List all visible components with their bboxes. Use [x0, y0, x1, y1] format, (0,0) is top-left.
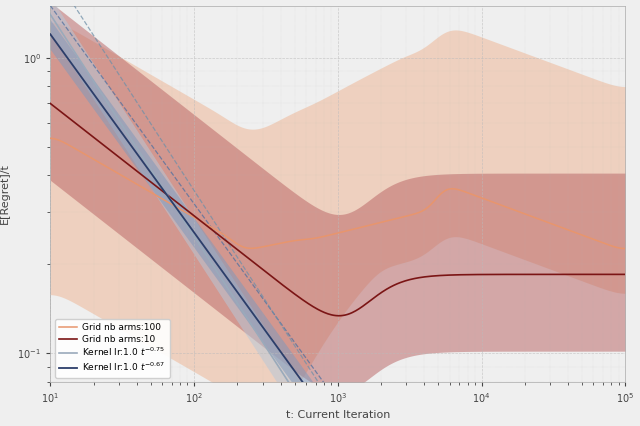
Grid nb arms:100 — [47, 136, 54, 141]
Grid nb arms:100 — [621, 246, 629, 251]
Kernel lr:1.0 $t^{-0.67}$ — [319, 408, 327, 413]
Y-axis label: E[Regret]/t: E[Regret]/t — [0, 163, 10, 224]
Grid nb arms:10 — [323, 311, 331, 316]
Grid nb arms:10 — [621, 272, 629, 277]
Grid nb arms:10 — [319, 310, 327, 315]
Legend: Grid nb arms:100, Grid nb arms:10, Kernel lr:1.0 $t^{-0.75}$, Kernel lr:1.0 $t^{: Grid nb arms:100, Grid nb arms:10, Kerne… — [55, 319, 170, 377]
Grid nb arms:10 — [519, 272, 527, 277]
Line: Grid nb arms:100: Grid nb arms:100 — [51, 138, 625, 249]
Grid nb arms:10 — [390, 283, 397, 288]
X-axis label: t: Current Iteration: t: Current Iteration — [285, 410, 390, 420]
Kernel lr:1.0 $t^{-0.67}$ — [323, 413, 331, 418]
Grid nb arms:10 — [359, 304, 367, 309]
Grid nb arms:10 — [47, 101, 54, 106]
Grid nb arms:10 — [609, 272, 616, 277]
Grid nb arms:100 — [518, 210, 525, 215]
Grid nb arms:100 — [319, 234, 327, 239]
Kernel lr:1.0 $t^{-0.75}$ — [47, 12, 54, 17]
Line: Grid nb arms:10: Grid nb arms:10 — [51, 104, 625, 316]
Line: Kernel lr:1.0 $t^{-0.67}$: Kernel lr:1.0 $t^{-0.67}$ — [51, 34, 625, 426]
Line: Kernel lr:1.0 $t^{-0.75}$: Kernel lr:1.0 $t^{-0.75}$ — [51, 14, 625, 426]
Grid nb arms:100 — [607, 243, 615, 248]
Grid nb arms:100 — [358, 225, 365, 230]
Grid nb arms:10 — [335, 313, 342, 318]
Grid nb arms:100 — [323, 233, 331, 238]
Grid nb arms:100 — [388, 217, 396, 222]
Kernel lr:1.0 $t^{-0.67}$ — [47, 32, 54, 37]
